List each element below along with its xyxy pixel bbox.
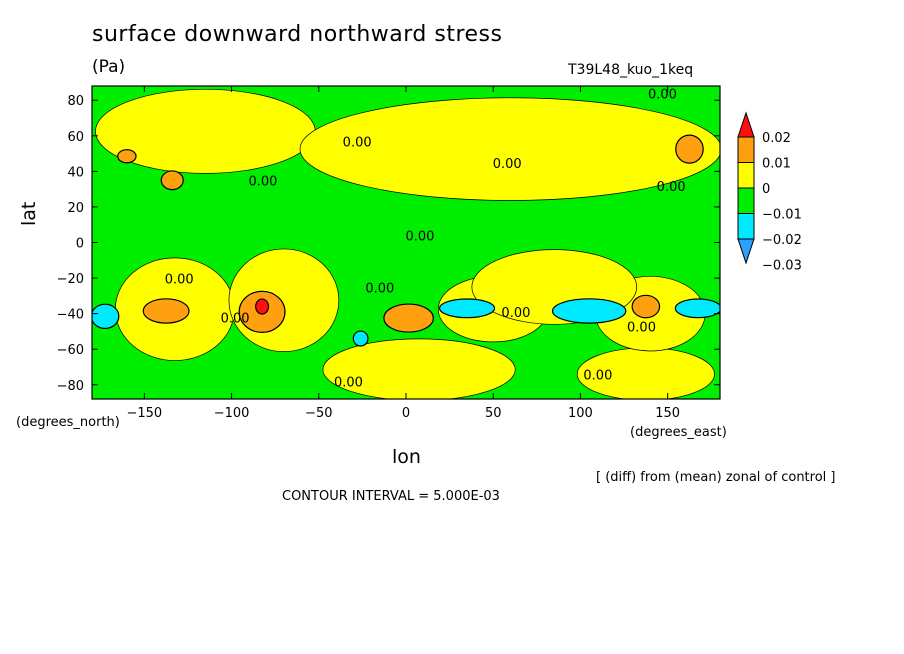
y-axis-label: lat — [18, 201, 40, 226]
contour-label: 0.00 — [493, 157, 522, 172]
contour-label: 0.00 — [583, 368, 612, 383]
colorbar-segment — [737, 187, 755, 214]
field-region-001_002 — [142, 298, 190, 324]
run-id-label: T39L48_kuo_1keq — [568, 62, 694, 78]
field-region-0_001 — [299, 97, 720, 201]
x-tick-label: −150 — [126, 406, 162, 421]
y-tick-label: 80 — [67, 94, 84, 109]
x-axis-label: lon — [392, 446, 421, 468]
colorbar-arrow-top — [737, 111, 755, 138]
colorbar-label: −0.02 — [762, 233, 802, 248]
units-label: (Pa) — [92, 57, 126, 77]
contour-label: 0.00 — [221, 312, 250, 327]
y-tick-label: 0 — [76, 237, 84, 252]
x-axis-units: (degrees_east) — [630, 425, 727, 440]
x-tick-label: −50 — [305, 406, 332, 421]
contour-label: 0.00 — [343, 135, 372, 150]
field-region-m003_m002 — [674, 298, 720, 319]
field-region-m003_m002 — [551, 298, 627, 324]
x-tick-label: 0 — [402, 406, 410, 421]
x-tick-label: 100 — [568, 406, 593, 421]
y-tick-label: −20 — [57, 272, 84, 287]
colorbar-arrow-bottom — [737, 238, 755, 265]
contour-label: 0.00 — [334, 376, 363, 391]
field-region-0_001 — [322, 338, 516, 399]
x-tick-label: −100 — [214, 406, 250, 421]
contour-interval: CONTOUR INTERVAL = 5.000E-03 — [282, 489, 500, 504]
field-region-001_002 — [160, 170, 184, 191]
colorbar-segment — [737, 136, 755, 163]
contour-label: 0.00 — [501, 306, 530, 321]
field-region-001_002 — [631, 294, 661, 319]
colorbar-label: 0.01 — [762, 157, 791, 172]
field-region-001_002 — [383, 303, 434, 333]
x-tick-label: 50 — [485, 406, 502, 421]
y-tick-label: −80 — [57, 379, 84, 394]
contour-label: 0.00 — [627, 320, 656, 335]
colorbar-label: 0 — [762, 182, 770, 197]
contour-label: 0.00 — [657, 180, 686, 195]
contour-label: 0.00 — [405, 230, 434, 245]
field-regions — [92, 88, 720, 399]
y-tick-label: 60 — [67, 130, 84, 145]
contour-label: 0.00 — [165, 272, 194, 287]
field-region-m003_m002 — [352, 330, 369, 347]
colorbar-label: −0.03 — [762, 259, 802, 274]
colorbar-segment — [737, 213, 755, 240]
contour-label: 0.00 — [248, 175, 277, 190]
colorbar-label: 0.02 — [762, 131, 791, 146]
chart-title: surface downward northward stress — [92, 22, 503, 47]
comparison-note: [ (diff) from (mean) zonal of control ] — [596, 470, 836, 485]
contour-label: 0.00 — [648, 87, 677, 102]
y-tick-label: −40 — [57, 308, 84, 323]
field-region-m003_m002 — [92, 303, 120, 330]
y-tick-label: 40 — [67, 165, 84, 180]
field-region-m003_m002 — [438, 298, 496, 319]
colorbar-label: −0.01 — [762, 208, 802, 223]
field-region-001_002 — [675, 134, 704, 164]
y-tick-label: −60 — [57, 343, 84, 358]
y-axis-units: (degrees_north) — [16, 415, 120, 430]
field-region-001_002 — [117, 149, 137, 164]
contour-label: 0.00 — [365, 281, 394, 296]
colorbar-segment — [737, 162, 755, 189]
field-region-gt_002 — [255, 298, 270, 315]
x-tick-label: 150 — [655, 406, 680, 421]
y-tick-label: 20 — [67, 201, 84, 216]
